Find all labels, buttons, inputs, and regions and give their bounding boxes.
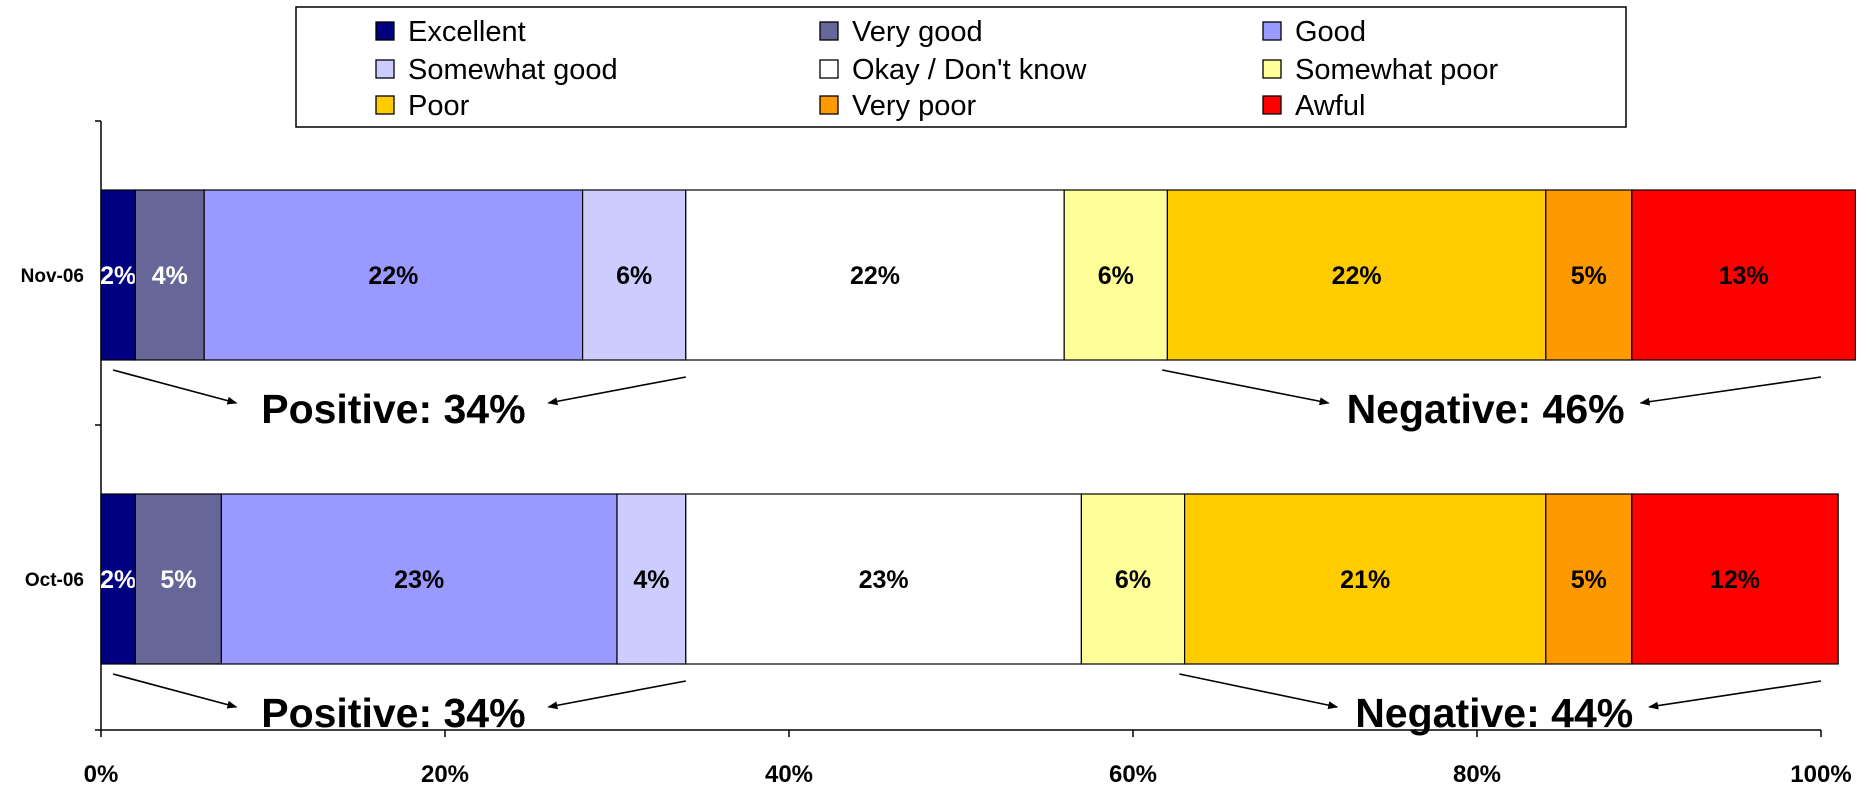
bar-segment-awful (1631, 189, 1857, 361)
category-label-nov-06: Nov-06 (21, 266, 84, 287)
legend-label-awful: Awful (1295, 90, 1365, 122)
legend: Excellent Very good Good Somewhat good Okay … (295, 6, 1627, 128)
bar-segment-somewhat-good (581, 189, 687, 361)
legend-swatch-very-good (819, 21, 839, 41)
bar-segment-very-poor (1545, 189, 1633, 361)
legend-swatch-good (1262, 21, 1282, 41)
bar-segment-awful (1631, 493, 1839, 665)
legend-box (295, 6, 1627, 128)
annotation-arrow-left (112, 369, 238, 405)
data-label-somewhat-good: 6% (616, 262, 652, 290)
x-tick-label: 20% (421, 761, 469, 785)
data-label-poor: 21% (1340, 566, 1390, 594)
bar-segment-somewhat-poor (1080, 493, 1186, 665)
legend-label-somewhat-poor: Somewhat poor (1295, 54, 1498, 86)
legend-swatch-somewhat-good (375, 59, 395, 79)
x-tick-label: 60% (1109, 761, 1157, 785)
legend-swatch-okay-don-t-know (819, 59, 839, 79)
legend-swatch-very-poor (819, 95, 839, 115)
data-label-good: 22% (368, 262, 418, 290)
annotation-arrow-left (1179, 673, 1339, 710)
x-tick-label: 100% (1790, 761, 1851, 785)
data-label-somewhat-poor: 6% (1115, 566, 1151, 594)
annotation-arrow-right (1648, 680, 1822, 710)
bar-segment-excellent (100, 189, 137, 361)
bar-segment-good (203, 189, 584, 361)
data-label-okay-don-t-know: 23% (859, 566, 909, 594)
bar-segment-very-poor (1545, 493, 1633, 665)
legend-label-very-good: Very good (852, 16, 983, 48)
annotation-arrow-right (1639, 376, 1822, 406)
data-label-somewhat-poor: 6% (1098, 262, 1134, 290)
bar-segment-okay-don-t-know (685, 493, 1082, 665)
legend-label-good: Good (1295, 16, 1366, 48)
annotation-arrow-right (547, 680, 686, 710)
data-label-awful: 12% (1710, 566, 1760, 594)
data-label-good: 23% (394, 566, 444, 594)
bar-segment-good (220, 493, 618, 665)
legend-swatch-somewhat-poor (1262, 59, 1282, 79)
data-label-very-poor: 5% (1571, 262, 1607, 290)
data-label-okay-don-t-know: 22% (850, 262, 900, 290)
legend-label-somewhat-good: Somewhat good (408, 54, 618, 86)
legend-swatch-poor (375, 95, 395, 115)
x-tick-label: 80% (1453, 761, 1501, 785)
data-label-very-poor: 5% (1571, 566, 1607, 594)
annotation-arrow-left (1162, 369, 1330, 406)
legend-swatch-awful (1262, 95, 1282, 115)
data-label-poor: 22% (1332, 262, 1382, 290)
x-tick-label: 0% (84, 761, 119, 785)
annotations: Positive: 34% Negative: 46% Positive: 34% N… (112, 369, 1822, 736)
annotation-arrow-left (112, 673, 238, 709)
bar-segment-excellent (100, 493, 137, 665)
bar-segment-somewhat-good (616, 493, 687, 665)
legend-label-very-poor: Very poor (852, 90, 976, 122)
annotation-label: Positive: 34% (261, 690, 525, 736)
legend-label-okay-don-t-know: Okay / Don't know (852, 54, 1087, 86)
annotation-arrow-right (547, 376, 686, 406)
data-label-excellent: 2% (100, 262, 136, 290)
data-label-somewhat-good: 4% (633, 566, 669, 594)
bars: 2% 4% 22% 6% 22% 6% 22% 5% 13% 2% 5% 23% 4% 23% 6% 21% 5… (100, 189, 1857, 665)
data-label-awful: 13% (1719, 262, 1769, 290)
data-label-very-good: 5% (160, 566, 196, 594)
data-label-very-good: 4% (152, 262, 188, 290)
legend-label-excellent: Excellent (408, 16, 526, 48)
bar-segment-very-good (134, 493, 222, 665)
bar-segment-poor (1166, 189, 1547, 361)
bar-segment-okay-don-t-know (685, 189, 1065, 361)
bar-segment-poor (1183, 493, 1547, 665)
legend-label-poor: Poor (408, 90, 470, 122)
bar-segment-very-good (134, 189, 205, 361)
x-tick-label: 40% (765, 761, 813, 785)
annotation-label: Negative: 46% (1347, 386, 1625, 432)
annotation-label: Negative: 44% (1355, 690, 1633, 736)
data-label-excellent: 2% (100, 566, 136, 594)
category-label-oct-06: Oct-06 (25, 570, 84, 591)
annotation-label: Positive: 34% (261, 386, 525, 432)
legend-swatch-excellent (375, 21, 395, 41)
